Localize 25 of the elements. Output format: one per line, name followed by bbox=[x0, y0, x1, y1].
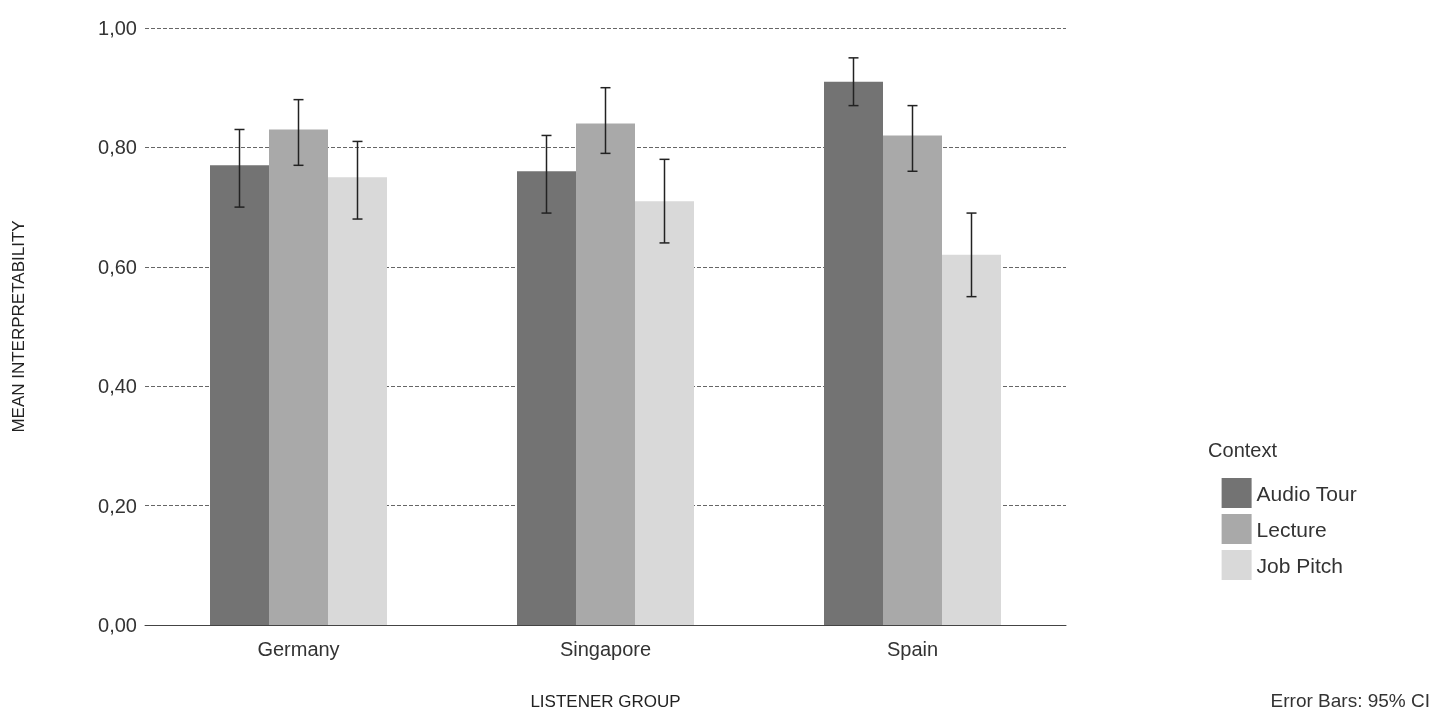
bar bbox=[517, 171, 576, 625]
y-tick-label: 0,60 bbox=[98, 255, 137, 278]
bar bbox=[824, 81, 883, 625]
bar bbox=[883, 135, 942, 625]
bar bbox=[635, 201, 694, 625]
bar bbox=[210, 165, 269, 625]
y-tick-label: 0,20 bbox=[98, 494, 137, 517]
bar bbox=[328, 177, 387, 625]
y-tick-label: 0,40 bbox=[98, 375, 137, 398]
y-tick-label: 0,00 bbox=[98, 614, 137, 636]
bar bbox=[942, 254, 1001, 625]
legend-label: Job Pitch bbox=[1256, 553, 1343, 577]
x-tick-label: Singapore bbox=[559, 638, 652, 660]
bar bbox=[269, 129, 328, 625]
y-axis-title: MEAN INTERPRETABILITY bbox=[9, 220, 28, 433]
text: Error Bars: 95% CI bbox=[1270, 690, 1431, 711]
legend-label: Audio Tour bbox=[1256, 481, 1357, 505]
y-tick-label: 1,00 bbox=[98, 17, 137, 39]
legend-label: Lecture bbox=[1256, 517, 1327, 541]
bar bbox=[576, 123, 635, 625]
x-tick-label: Germany bbox=[257, 638, 340, 660]
y-tick-label: 0,80 bbox=[98, 136, 137, 159]
x-tick-label: Spain bbox=[886, 638, 939, 660]
legend-title: Context bbox=[1208, 439, 1278, 461]
x-axis-title: LISTENER GROUP bbox=[530, 692, 681, 711]
